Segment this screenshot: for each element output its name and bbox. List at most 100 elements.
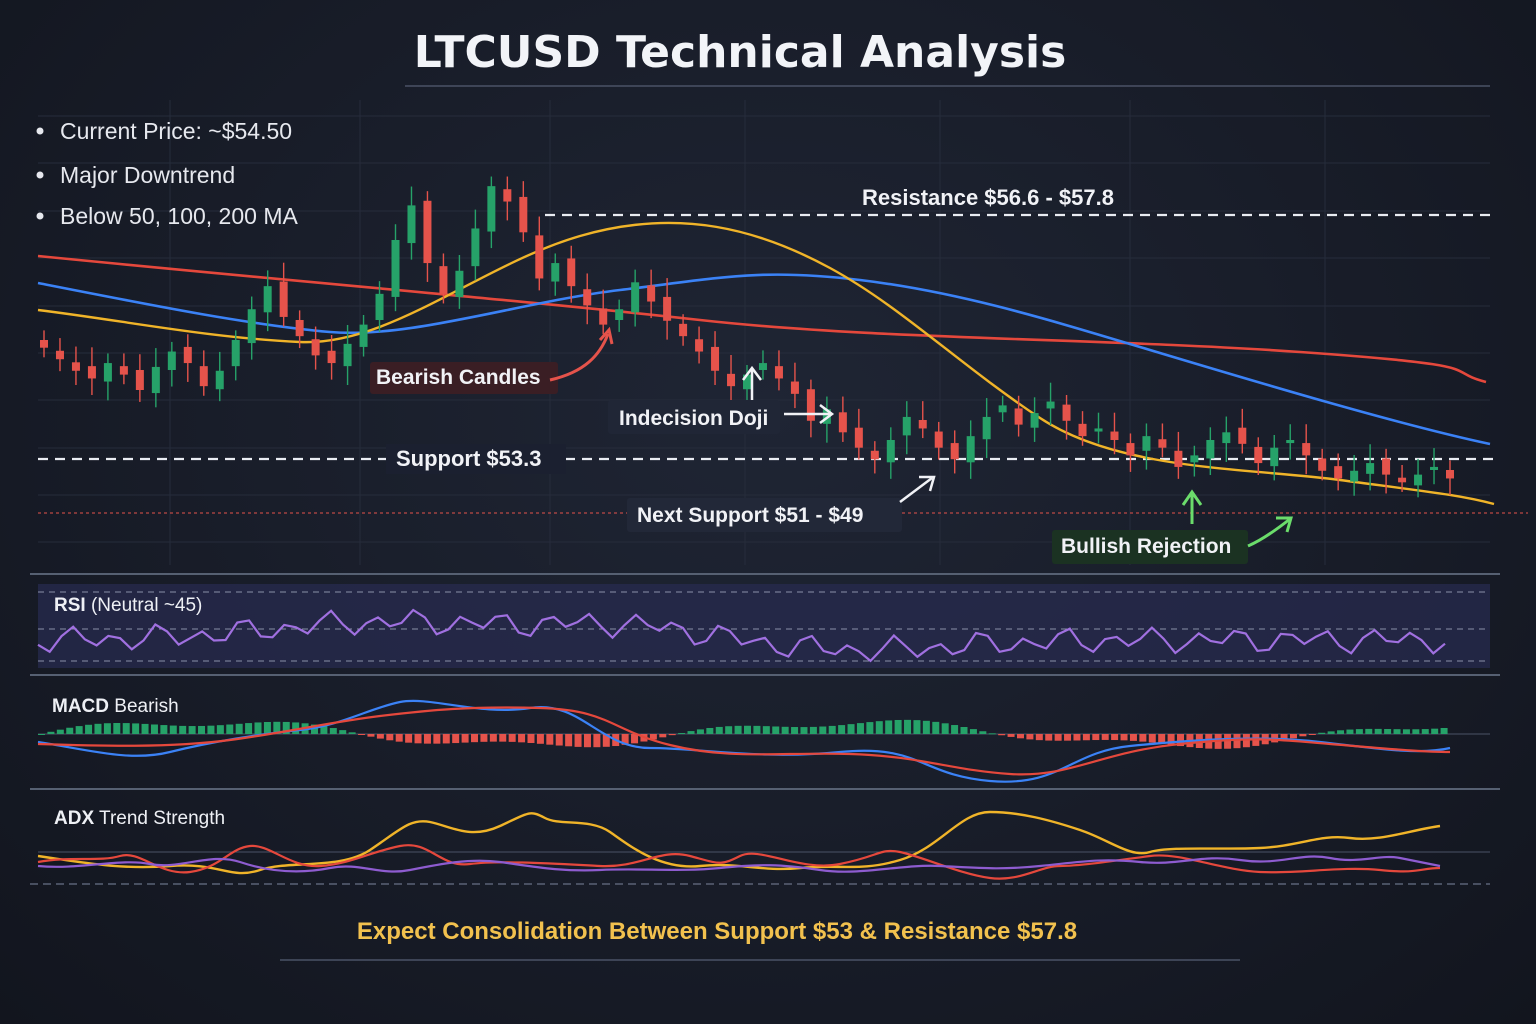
macd-bar [433, 734, 441, 744]
macd-bar [216, 725, 224, 734]
doji-up-arrow-head [742, 365, 762, 381]
candle-body [503, 189, 512, 202]
macd-bar [1177, 734, 1185, 747]
macd-bar [706, 727, 714, 734]
macd-bar [329, 728, 337, 734]
macd-bar [150, 724, 158, 734]
macd-bar [47, 731, 55, 734]
candle-body [263, 286, 272, 313]
candle-body [311, 339, 320, 356]
macd-bar [951, 725, 959, 734]
candle-body [1270, 447, 1279, 467]
candle-body [71, 362, 80, 371]
bullish-up-arrow-head [1181, 489, 1203, 506]
candle-body [135, 370, 144, 390]
macd-bar [1233, 734, 1241, 749]
candle-body [1190, 455, 1199, 463]
macd-bar [1365, 728, 1373, 734]
macd-bar [631, 734, 639, 744]
macd-bar [1101, 734, 1109, 740]
macd-bar [1035, 734, 1043, 741]
doji-right-arrow-head [819, 404, 835, 424]
macd-bar [75, 726, 83, 734]
macd-bar [395, 734, 403, 742]
macd-bar [574, 734, 582, 747]
candle-body [1030, 413, 1039, 428]
macd-bar [593, 734, 601, 748]
candle-body [870, 450, 879, 460]
macd-bar [904, 719, 912, 734]
bearish-arrow [549, 333, 610, 382]
macd-bar [310, 724, 318, 734]
candle-body [1174, 450, 1183, 467]
candle-body [151, 366, 160, 394]
macd-bar [518, 734, 526, 743]
macd-bar [1337, 730, 1345, 734]
macd-bar [1402, 729, 1410, 734]
bullet-dot [36, 212, 44, 220]
macd-label-bold: MACD [52, 696, 109, 717]
macd-bar [339, 730, 347, 734]
macd-bar [273, 721, 281, 734]
macd-label: MACD Bearish [52, 696, 179, 717]
bullish-label-bg [1052, 530, 1248, 564]
macd-bar [762, 726, 770, 734]
candle-body [1446, 470, 1454, 479]
macd-bar [602, 734, 610, 747]
macd-bar [320, 726, 328, 734]
candle-body [854, 427, 863, 448]
resistance-label: Resistance $56.6 - $57.8 [862, 185, 1114, 210]
macd-bar [461, 734, 469, 743]
candle-body [215, 370, 224, 390]
macd-bar [471, 734, 479, 743]
macd-bar [1073, 734, 1081, 741]
macd-bar [56, 729, 64, 734]
bullish-right-arrow [1247, 517, 1291, 548]
bullet-dot [36, 171, 44, 179]
candle-body [439, 266, 448, 294]
macd-bar [668, 734, 676, 736]
macd-bar [179, 725, 187, 734]
macd-bar [1289, 734, 1297, 739]
macd-bar [941, 723, 949, 734]
macd-bar [480, 734, 488, 742]
macd-bar [1421, 729, 1429, 734]
bearish-arrow-head [598, 326, 614, 345]
macd-bar [687, 731, 695, 734]
macd-bar [235, 723, 243, 734]
macd-bar [875, 721, 883, 734]
macd-bar [856, 723, 864, 734]
candle-body [982, 416, 991, 440]
macd-bar [367, 734, 375, 737]
candle-body [615, 309, 624, 320]
macd-bar [1440, 727, 1448, 734]
macd-bar [583, 734, 591, 748]
macd-bar [1412, 729, 1420, 734]
footer-caption: Expect Consolidation Between Support $53… [357, 918, 1077, 945]
candle-body [1126, 443, 1135, 456]
indecision-doji-label: Indecision Doji [619, 407, 768, 430]
candle-body [695, 339, 704, 352]
candle-body [1350, 470, 1359, 482]
macd-bar [809, 726, 817, 734]
macd-bar [414, 734, 422, 744]
macd-bar [1299, 734, 1307, 737]
candle-body [455, 270, 464, 297]
candle-body [103, 363, 112, 382]
candle-body [231, 340, 240, 367]
candle-body [950, 443, 959, 460]
rsi-label: RSI (Neutral ~45) [54, 595, 202, 616]
bearish-candles-label: Bearish Candles [376, 366, 541, 389]
candle-body [902, 416, 911, 436]
macd-bar [536, 734, 544, 744]
candle-body [998, 405, 1007, 413]
macd-bar [103, 723, 111, 734]
candle-body [1046, 401, 1055, 409]
macd-bar [1007, 734, 1015, 737]
candle-body [519, 196, 528, 233]
macd-bar [1092, 734, 1100, 741]
candle-body [1078, 423, 1087, 437]
macd-bar [66, 727, 74, 734]
candle-body [551, 263, 560, 282]
